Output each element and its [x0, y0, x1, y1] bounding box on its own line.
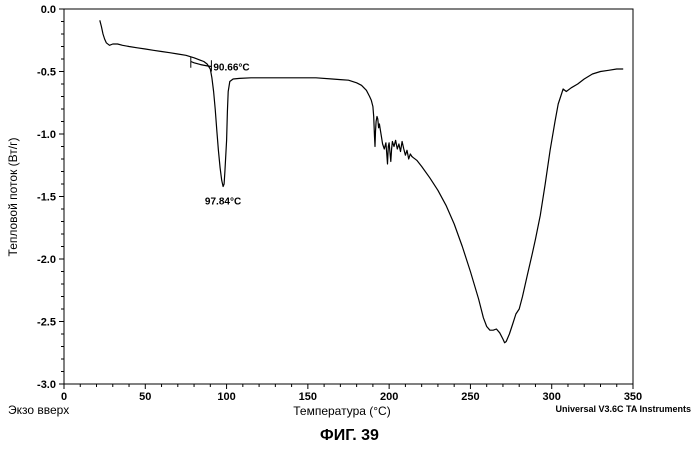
heat-flow-curve — [99, 20, 624, 344]
annotations: 90.66°C 97.84°C — [205, 63, 250, 208]
y-tick-label: -0.5 — [37, 67, 56, 79]
plot-frame — [63, 8, 634, 385]
y-tick-label: -2.0 — [37, 254, 56, 266]
onset-baseline — [190, 60, 212, 68]
y-tick-label: -3.0 — [37, 379, 56, 391]
x-tick-label: 300 — [543, 391, 561, 403]
x-tick-label: 50 — [139, 391, 151, 403]
exo-up-label: Экзо вверх — [8, 403, 70, 417]
x-tick-label: 150 — [299, 391, 317, 403]
x-tick-label: 350 — [624, 391, 642, 403]
y-tick-label: 0.0 — [41, 4, 56, 16]
x-tick-label: 0 — [61, 391, 67, 403]
x-axis-title: Температура (°C) — [293, 404, 390, 418]
x-tick-label: 250 — [461, 391, 479, 403]
peak-temperature-label: 97.84°C — [205, 197, 241, 208]
series-layer — [99, 20, 624, 344]
x-tick-label: 200 — [380, 391, 398, 403]
y-tick-label: -2.5 — [37, 317, 56, 329]
instrument-label: Universal V3.6C TA Instruments — [555, 404, 691, 414]
figure-caption: ФИГ. 39 — [320, 427, 379, 444]
onset-temperature-label: 90.66°C — [213, 63, 249, 74]
y-tick-label: -1.5 — [37, 192, 56, 204]
x-tick-labels: 0 50 100 150 200 250 300 350 — [61, 391, 642, 403]
y-tick-labels: 0.0 -0.5 -1.0 -1.5 -2.0 -2.5 -3.0 — [37, 4, 56, 391]
x-tick-label: 100 — [217, 391, 235, 403]
tick-marks — [59, 8, 634, 389]
y-tick-label: -1.0 — [37, 129, 56, 141]
y-axis-title: Тепловой поток (Вт/г) — [6, 138, 20, 257]
